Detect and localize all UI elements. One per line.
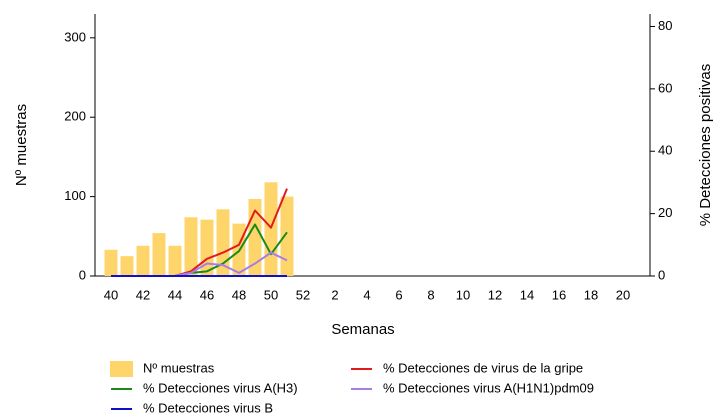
- legend-label: % Detecciones virus A(H3): [143, 380, 298, 395]
- bar: [200, 219, 214, 276]
- bar: [184, 217, 198, 276]
- bar: [264, 182, 278, 276]
- bar: [168, 245, 182, 276]
- x-tick-label: 18: [584, 287, 598, 302]
- x-tick-label: 52: [296, 287, 310, 302]
- x-tick-label: 40: [104, 287, 118, 302]
- x-tick-label: 4: [363, 287, 370, 302]
- y2-tick-label: 40: [658, 143, 672, 158]
- x-tick-label: 46: [200, 287, 214, 302]
- y2-tick-label: 60: [658, 80, 672, 95]
- legend-label: % Detecciones de virus de la gripe: [383, 360, 583, 375]
- x-tick-label: 10: [456, 287, 470, 302]
- bar: [280, 196, 294, 276]
- x-tick-label: 6: [395, 287, 402, 302]
- x-tick-label: 16: [552, 287, 566, 302]
- x-tick-label: 12: [488, 287, 502, 302]
- x-tick-label: 2: [331, 287, 338, 302]
- y2-tick-label: 0: [658, 267, 665, 282]
- x-tick-label: 14: [520, 287, 534, 302]
- bar: [120, 256, 134, 276]
- bar: [216, 209, 230, 276]
- y-tick-label: 200: [64, 109, 86, 124]
- x-tick-label: 44: [168, 287, 182, 302]
- legend-label: % Detecciones virus A(H1N1)pdm09: [383, 380, 594, 395]
- y-tick-label: 100: [64, 188, 86, 203]
- y2-tick-label: 80: [658, 18, 672, 33]
- y-tick-label: 0: [79, 267, 86, 282]
- bar: [152, 233, 166, 276]
- y2-tick-label: 20: [658, 205, 672, 220]
- legend-label: % Detecciones virus B: [143, 400, 273, 415]
- bar: [104, 249, 118, 276]
- legend-label: Nº muestras: [143, 360, 215, 375]
- x-tick-label: 50: [264, 287, 278, 302]
- x-tick-label: 48: [232, 287, 246, 302]
- y-tick-label: 300: [64, 29, 86, 44]
- y2-axis-title: % Detecciones positivas: [697, 64, 714, 227]
- x-tick-label: 8: [427, 287, 434, 302]
- bar: [136, 245, 150, 276]
- x-axis-title: Semanas: [331, 321, 394, 338]
- y-axis-title: Nº muestras: [13, 104, 30, 186]
- legend-swatch: [110, 361, 133, 377]
- x-tick-label: 20: [616, 287, 630, 302]
- x-tick-label: 42: [136, 287, 150, 302]
